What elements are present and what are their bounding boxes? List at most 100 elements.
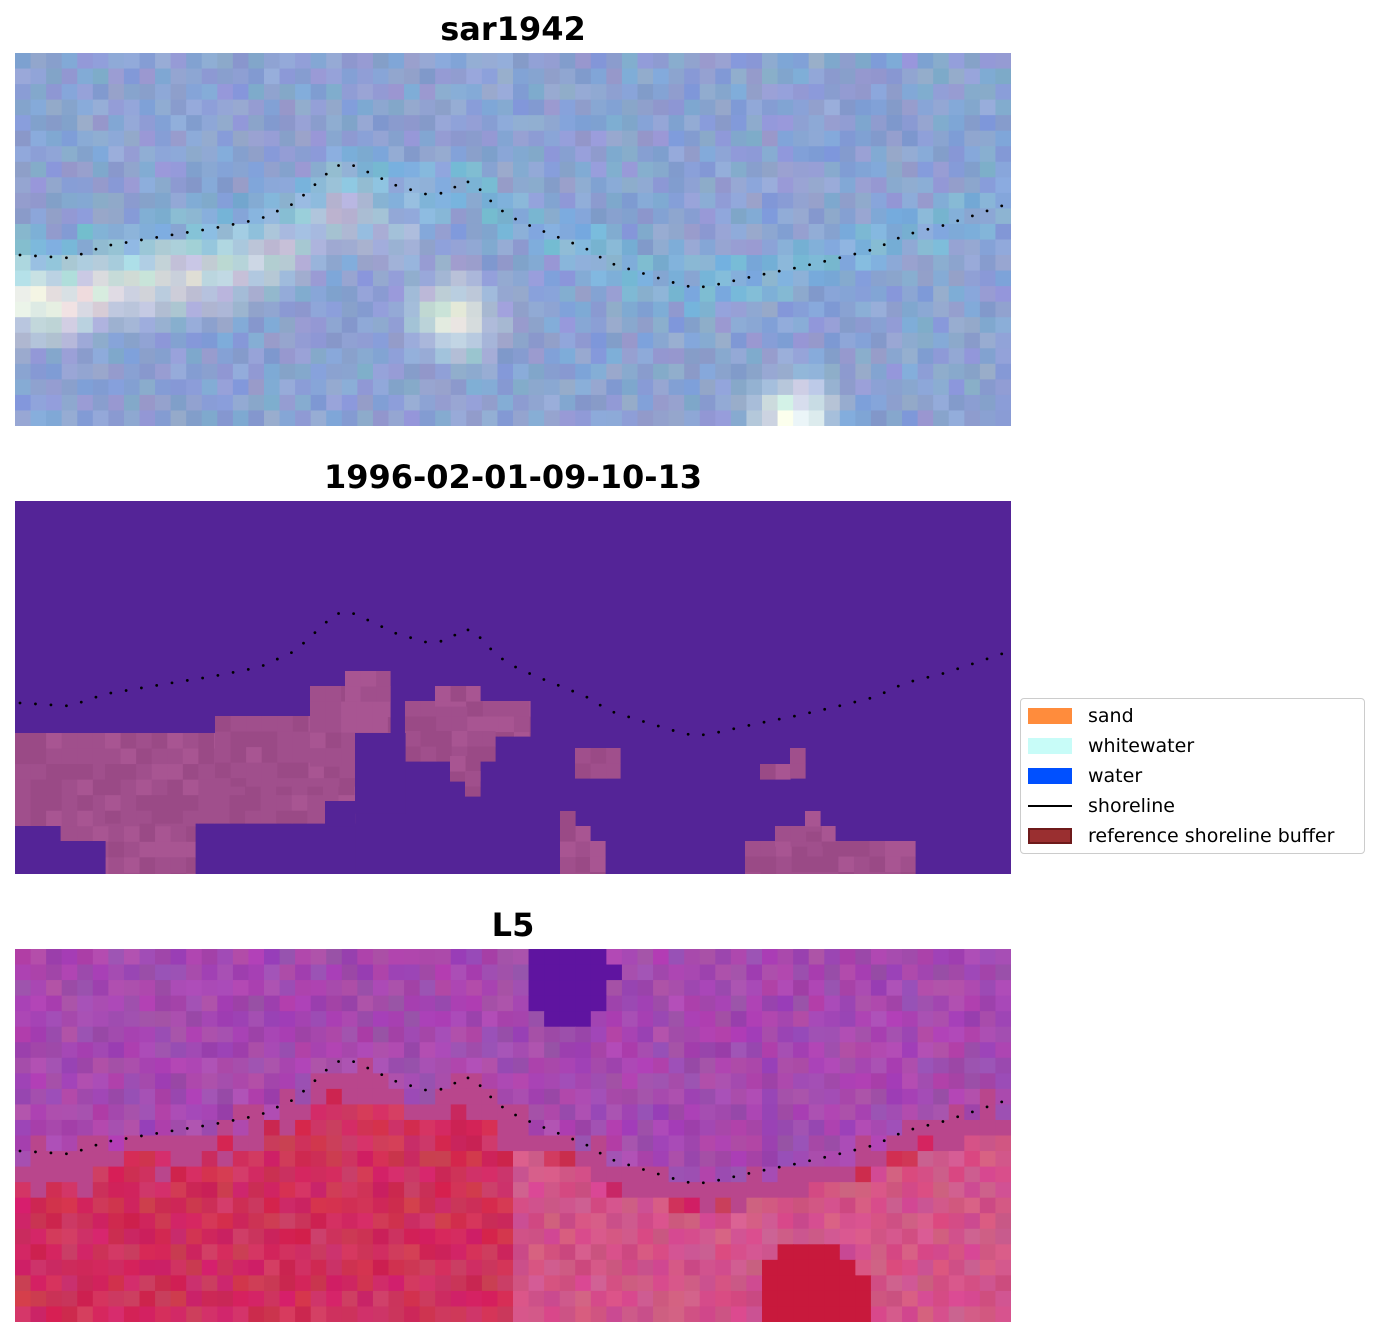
pixel — [933, 1259, 950, 1276]
pixel — [123, 995, 141, 1012]
pixel — [404, 379, 421, 396]
pixel — [170, 99, 187, 116]
pixel — [886, 270, 903, 287]
pixel — [855, 1244, 872, 1261]
pixel — [155, 255, 172, 272]
pixel — [450, 1306, 467, 1322]
pixel — [730, 1213, 748, 1230]
pixel — [481, 348, 499, 365]
pixel — [637, 301, 654, 318]
pixel — [824, 1011, 841, 1028]
pixel — [870, 332, 888, 349]
pixel — [528, 1290, 545, 1308]
pixel — [217, 1073, 234, 1090]
pixel — [435, 239, 452, 256]
pixel — [232, 115, 250, 132]
pixel — [108, 301, 125, 318]
pixel — [92, 53, 109, 70]
pixel — [310, 1119, 327, 1137]
sand-pixel — [354, 779, 356, 796]
pixel — [559, 1306, 576, 1322]
pixel — [15, 270, 32, 287]
pixel — [310, 1197, 327, 1214]
pixel — [279, 301, 296, 318]
pixel — [419, 1259, 436, 1276]
pixel — [326, 286, 343, 303]
pixel — [637, 363, 654, 380]
pixel — [481, 394, 499, 412]
pixel — [264, 394, 281, 412]
pixel — [606, 1011, 623, 1028]
pixel — [590, 1166, 607, 1183]
pixel — [92, 332, 109, 349]
pixel — [497, 964, 514, 981]
pixel — [139, 1244, 156, 1261]
pixel — [357, 115, 374, 132]
pixel — [372, 192, 390, 210]
pixel — [341, 53, 358, 70]
pixel — [621, 239, 639, 256]
pixel — [902, 177, 919, 194]
pixel — [730, 1011, 748, 1028]
pixel — [746, 192, 763, 210]
shoreline-point — [466, 180, 470, 184]
pixel — [419, 332, 436, 349]
pixel — [123, 1073, 141, 1090]
pixel — [777, 1259, 794, 1276]
pixel — [232, 1166, 250, 1183]
pixel — [559, 130, 576, 147]
sand-pixel — [482, 746, 496, 762]
pixel — [637, 1119, 654, 1137]
pixel — [762, 177, 779, 194]
sand-pixel — [450, 701, 467, 707]
pixel — [964, 394, 981, 412]
pixel — [746, 363, 763, 380]
shoreline-point — [489, 199, 493, 203]
pixel — [295, 1073, 312, 1090]
pixel — [730, 964, 748, 981]
pixel — [606, 980, 623, 997]
pixel — [419, 177, 436, 194]
pixel — [684, 1213, 701, 1230]
pixel — [668, 1228, 685, 1245]
pixel — [575, 1151, 592, 1168]
pixel — [948, 1011, 965, 1028]
pixel — [497, 1259, 514, 1276]
sand-pixel — [61, 764, 78, 781]
pixel — [419, 1057, 436, 1074]
pixel — [201, 995, 218, 1012]
pixel — [995, 53, 1011, 70]
pixel — [528, 1026, 545, 1043]
pixel — [419, 1290, 436, 1308]
pixel — [419, 980, 436, 997]
sand-pixel — [498, 701, 515, 718]
pixel — [684, 1166, 701, 1183]
pixel — [372, 1057, 390, 1074]
pixel — [435, 1135, 452, 1152]
pixel — [653, 161, 670, 178]
pixel — [46, 1135, 63, 1152]
pixel — [746, 223, 763, 241]
pixel — [404, 980, 421, 997]
pixel — [948, 964, 965, 981]
pixel — [839, 1166, 856, 1183]
pixel — [435, 192, 452, 210]
pixel — [497, 1306, 514, 1322]
pixel — [61, 1244, 78, 1261]
pixel — [248, 301, 265, 318]
pixel — [746, 1275, 763, 1292]
pixel — [544, 99, 561, 116]
pixel — [730, 208, 748, 225]
pixel — [435, 223, 452, 241]
pixel — [699, 223, 716, 241]
pixel — [435, 1151, 452, 1168]
pixel — [653, 949, 670, 966]
pixel — [839, 1042, 856, 1059]
pixel — [933, 1011, 950, 1028]
pixel — [590, 1275, 607, 1292]
pixel — [372, 255, 390, 272]
pixel — [979, 1042, 997, 1059]
sand-pixel — [198, 748, 215, 765]
pixel — [793, 255, 810, 272]
pixel — [481, 1135, 499, 1152]
